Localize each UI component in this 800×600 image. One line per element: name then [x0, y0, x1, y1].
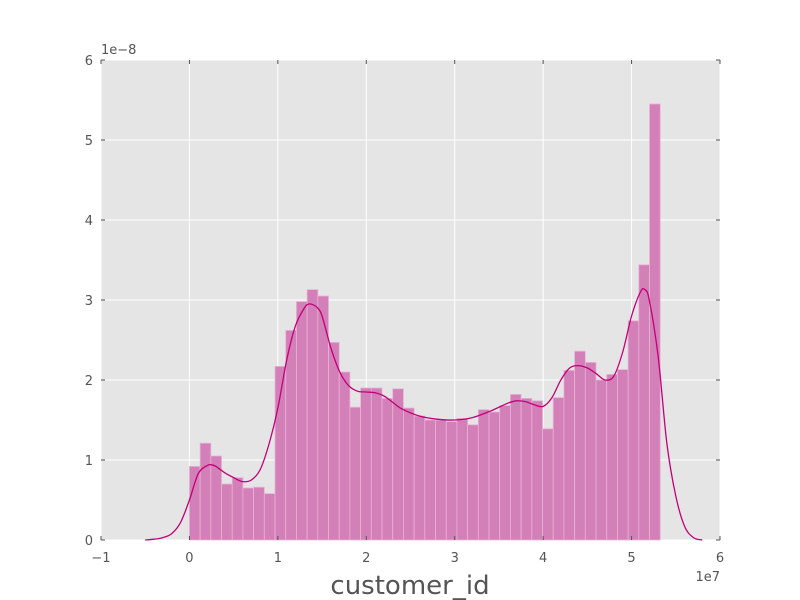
x-tick-label: 4 [539, 551, 547, 566]
y-tick-label: 3 [85, 294, 93, 309]
histogram-bar [456, 417, 469, 541]
x-tick-label: 5 [627, 551, 635, 566]
y-axis-multiplier: 1e−8 [101, 43, 136, 58]
histogram-bar [231, 477, 244, 541]
y-tick-labels: 0 1 2 3 4 5 6 [85, 54, 93, 549]
histogram-bar [552, 397, 565, 541]
histogram-bar [370, 387, 383, 541]
y-tick-label: 1 [85, 454, 93, 469]
histogram-bar [563, 369, 576, 541]
histogram-bar [606, 373, 618, 541]
histogram-bar [627, 320, 640, 541]
histogram-bar [638, 264, 650, 541]
y-tick-label: 6 [85, 54, 93, 69]
histogram-bar [488, 411, 501, 541]
histogram-bar [510, 393, 522, 541]
y-tick-label: 0 [85, 534, 93, 549]
histogram-bar [520, 397, 533, 541]
histogram-bar [306, 289, 319, 541]
histogram-bar [595, 379, 608, 541]
x-tick-label: 1 [274, 551, 282, 566]
histogram-bar [263, 493, 276, 541]
histogram-bar [285, 329, 297, 541]
histogram-bar [338, 371, 351, 541]
x-tick-label: 6 [716, 551, 724, 566]
histogram-bar [360, 387, 372, 541]
y-tick-label: 4 [85, 214, 93, 229]
histogram-bar [189, 465, 201, 541]
histogram-bar [499, 405, 511, 541]
histogram-bar [584, 361, 597, 541]
histogram-bar [349, 406, 362, 541]
histogram-bar [296, 301, 308, 541]
histogram-bar [424, 419, 436, 541]
histogram-bar [381, 397, 394, 541]
x-axis-title: customer_id [330, 571, 489, 600]
histogram-bar [199, 442, 212, 541]
x-axis-multiplier: 1e7 [695, 570, 720, 585]
histogram-bar [574, 350, 586, 541]
histogram-bar [542, 428, 554, 541]
kde-curve [145, 287, 703, 541]
histogram-bar [445, 421, 458, 541]
histogram-bar [617, 369, 629, 541]
y-tick-label: 5 [85, 134, 93, 149]
histogram-bar [221, 483, 233, 541]
histogram-bars [189, 103, 661, 541]
x-tick-label: 2 [362, 551, 370, 566]
histogram-bar [242, 487, 255, 541]
histogram-bar [435, 419, 447, 541]
histogram-bar [477, 409, 490, 541]
x-tick-labels: −1 0 1 2 3 4 5 6 [91, 551, 724, 566]
histogram-bar [392, 388, 404, 541]
x-tick-label: −1 [91, 551, 110, 566]
y-tick-label: 2 [85, 374, 93, 389]
histogram-bar [467, 424, 479, 541]
histogram-bar [649, 103, 661, 541]
axis-ticks [100, 59, 721, 541]
histogram-bar [531, 400, 543, 541]
histogram-bar [328, 341, 340, 541]
x-tick-label: 0 [185, 551, 193, 566]
histogram-bar [403, 407, 415, 541]
histogram-bar [413, 415, 426, 541]
histogram-bar [253, 486, 265, 541]
x-tick-label: 3 [451, 551, 459, 566]
